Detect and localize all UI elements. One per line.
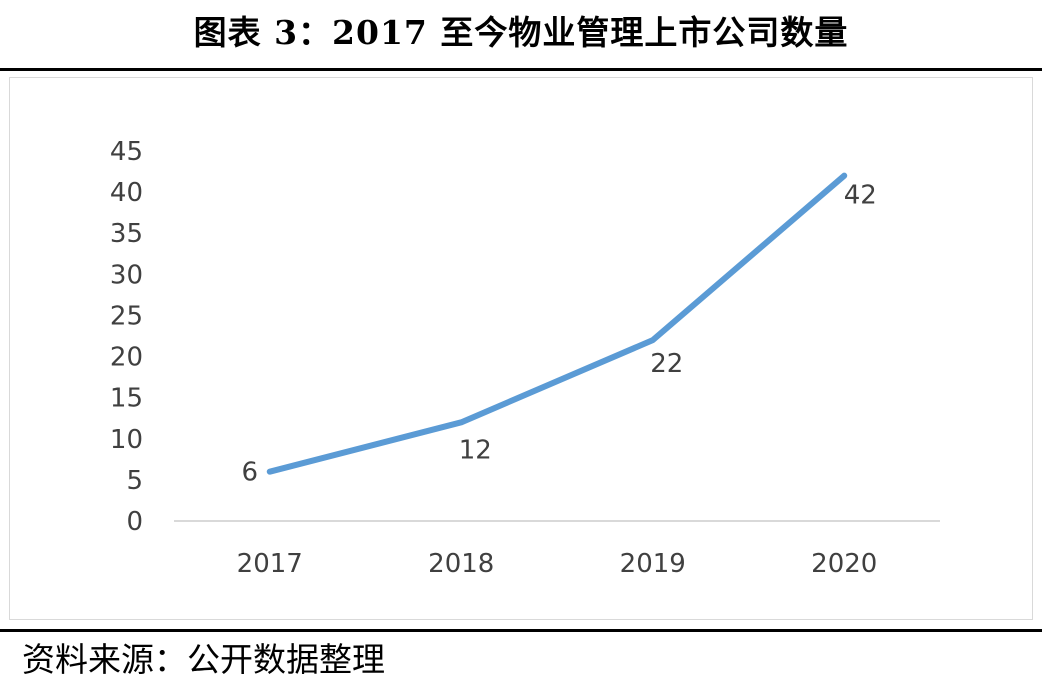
y-axis-ticks: 0 5 10 15 20 25 30 35 40 45: [110, 137, 143, 537]
y-tick-label: 10: [110, 425, 143, 455]
data-label: 6: [241, 458, 258, 488]
x-tick-label: 2019: [620, 549, 686, 579]
y-tick-label: 30: [110, 260, 143, 290]
chart-frame: [9, 77, 1033, 620]
data-labels: 6 12 22 42: [241, 181, 876, 488]
top-rule: [0, 68, 1042, 71]
y-tick-label: 0: [126, 507, 143, 537]
y-tick-label: 25: [110, 301, 143, 331]
y-tick-label: 20: [110, 343, 143, 373]
series-line: [266, 172, 848, 475]
data-label: 42: [844, 181, 877, 211]
data-label: 22: [650, 349, 683, 379]
data-label: 12: [459, 435, 492, 465]
y-tick-label: 15: [110, 384, 143, 414]
x-axis-ticks: 2017 2018 2019 2020: [237, 549, 878, 579]
page-title: 图表 3：2017 至今物业管理上市公司数量: [193, 13, 849, 52]
y-tick-label: 5: [126, 466, 143, 496]
x-tick-label: 2017: [237, 549, 303, 579]
bottom-rule: [0, 629, 1042, 632]
y-tick-label: 40: [110, 178, 143, 208]
source-note: 资料来源：公开数据整理: [22, 640, 385, 679]
y-tick-label: 35: [110, 219, 143, 249]
x-tick-label: 2018: [428, 549, 494, 579]
x-tick-label: 2020: [811, 549, 877, 579]
y-tick-label: 45: [110, 137, 143, 167]
